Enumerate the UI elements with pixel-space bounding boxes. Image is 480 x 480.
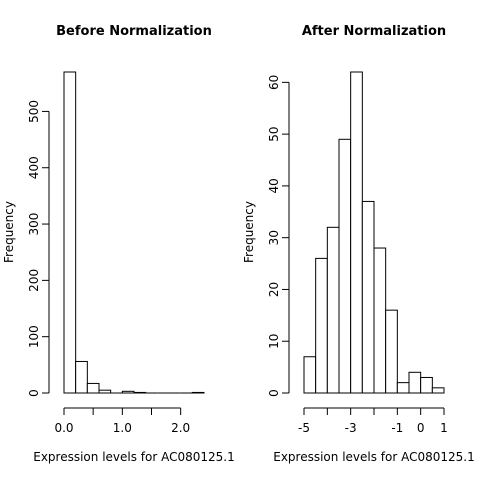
y-tick-label: 0 xyxy=(27,389,41,397)
x-tick-label: 2.0 xyxy=(171,421,190,435)
histogram-bar xyxy=(373,247,387,394)
x-axis-label: Expression levels for AC080125.1 xyxy=(33,450,235,464)
y-axis-label: Frequency xyxy=(2,201,16,263)
y-tick-label: 300 xyxy=(27,213,41,236)
histogram-bar xyxy=(396,382,410,394)
y-tick-label: 400 xyxy=(27,156,41,179)
histogram-bar xyxy=(338,138,352,394)
x-tick-label: -5 xyxy=(298,421,310,435)
x-tick-label: 0 xyxy=(417,421,425,435)
histogram-bar xyxy=(191,391,205,394)
y-axis-label: Frequency xyxy=(242,201,256,263)
y-tick-label: 20 xyxy=(267,282,281,297)
y-tick-label: 30 xyxy=(267,230,281,245)
histogram-bars xyxy=(303,71,445,394)
y-tick-label: 200 xyxy=(27,269,41,292)
y-tick-label: 100 xyxy=(27,325,41,348)
x-axis: 0.0 1.0 2.0 xyxy=(54,407,190,435)
histogram-bar xyxy=(133,391,147,394)
y-axis: 0 100 200 300 400 500 xyxy=(27,100,50,397)
x-axis: -5 -3 -1 0 1 xyxy=(298,407,448,435)
histogram-bar xyxy=(431,387,445,394)
y-axis: 0 10 20 30 40 50 60 xyxy=(267,75,290,397)
histogram-bars xyxy=(63,71,205,394)
histogram-bar xyxy=(408,371,422,394)
y-tick-label: 60 xyxy=(267,75,281,90)
histogram-bar xyxy=(303,356,317,394)
histogram-bar xyxy=(121,390,135,394)
histogram-bar xyxy=(326,226,340,394)
histogram-bar xyxy=(75,360,88,394)
y-tick-label: 40 xyxy=(267,178,281,193)
histogram-bar xyxy=(86,382,100,394)
x-tick-label: -3 xyxy=(345,421,357,435)
histogram-bar xyxy=(385,309,398,394)
after-normalization-panel: After Normalization Expression levels fo… xyxy=(242,24,475,464)
histogram-bar xyxy=(63,71,77,394)
before-normalization-panel: Before Normalization Expression levels f… xyxy=(2,24,235,464)
histogram-bar xyxy=(361,200,375,394)
y-tick-label: 50 xyxy=(267,126,281,141)
y-tick-label: 500 xyxy=(27,100,41,123)
histogram-bar xyxy=(350,71,363,394)
histogram-bar xyxy=(98,389,112,394)
histogram-bar xyxy=(420,376,433,394)
x-axis-label: Expression levels for AC080125.1 xyxy=(273,450,475,464)
histogram-bar xyxy=(315,257,328,394)
x-tick-label: 1.0 xyxy=(113,421,132,435)
x-tick-label: -1 xyxy=(391,421,403,435)
chart-title: After Normalization xyxy=(302,24,446,39)
x-tick-label: 0.0 xyxy=(54,421,73,435)
chart-title: Before Normalization xyxy=(56,24,212,39)
y-tick-label: 0 xyxy=(267,389,281,397)
x-tick-label: 1 xyxy=(440,421,448,435)
y-tick-label: 10 xyxy=(267,334,281,349)
